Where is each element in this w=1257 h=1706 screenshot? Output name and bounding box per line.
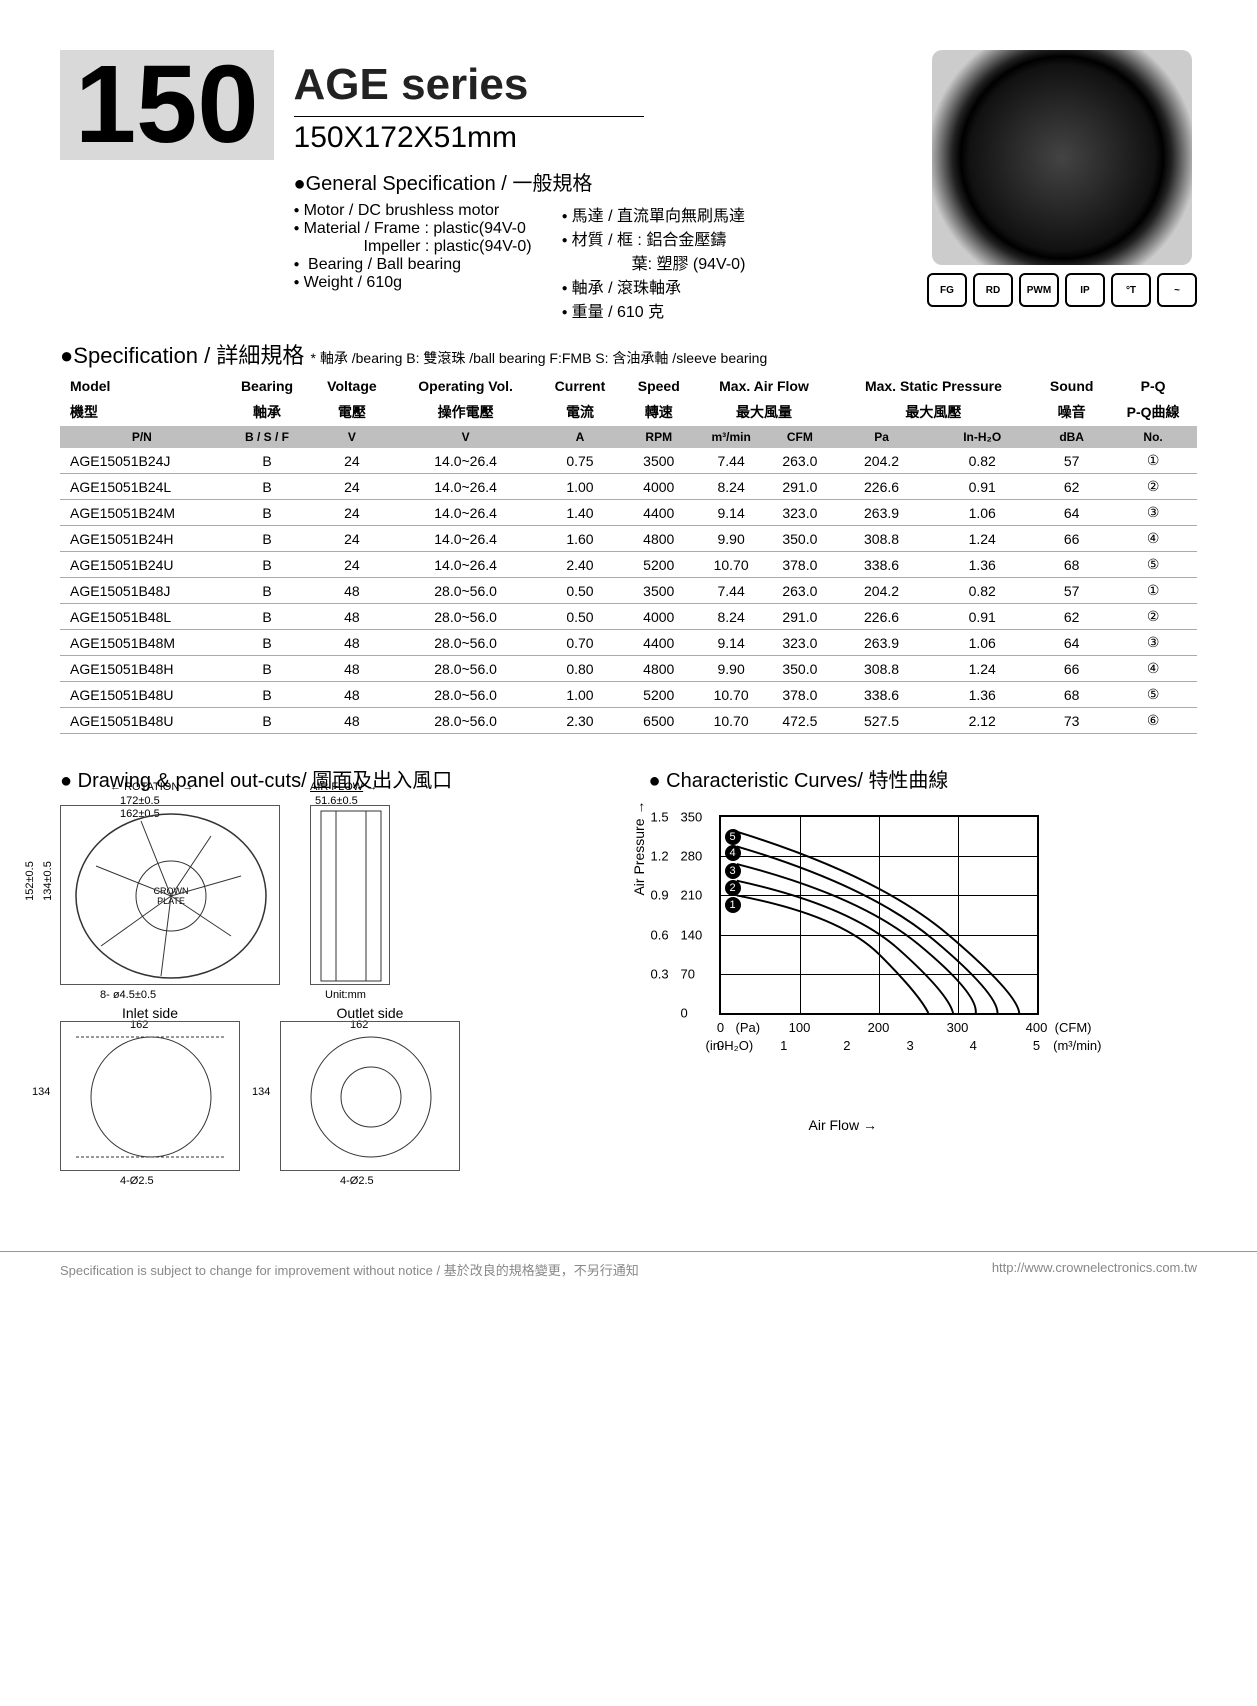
- table-row: AGE15051B24HB2414.0~26.41.6048009.90350.…: [60, 526, 1197, 552]
- feature-icon: RD: [973, 273, 1013, 307]
- spec-table: ModelBearingVoltageOperating Vol.Current…: [60, 374, 1197, 734]
- outlet-label: Outlet side: [280, 1005, 460, 1021]
- table-row: AGE15051B48HB4828.0~56.00.8048009.90350.…: [60, 656, 1197, 682]
- series-title: AGE series: [294, 60, 907, 110]
- spec-header: ●Specification / 詳細規格 * 軸承 /bearing B: 雙…: [60, 338, 1197, 370]
- front-view: CROWN PLATE: [60, 805, 280, 985]
- model-number: 150: [75, 50, 259, 160]
- dimensions: 150X172X51mm: [294, 116, 644, 155]
- airflow-label: AIR FLOW →: [310, 781, 377, 793]
- table-row: AGE15051B48UB4828.0~56.01.00520010.70378…: [60, 682, 1197, 708]
- general-spec-left: Motor / DC brushless motorMaterial / Fra…: [294, 202, 532, 322]
- pq-chart: Air Pressure → 0700.31400.62100.92801.23…: [649, 805, 1059, 1065]
- feature-icon: °T: [1111, 273, 1151, 307]
- fan-image: [932, 50, 1192, 265]
- table-row: AGE15051B24UB2414.0~26.42.40520010.70378…: [60, 552, 1197, 578]
- table-row: AGE15051B24JB2414.0~26.40.7535007.44263.…: [60, 448, 1197, 474]
- footer: Specification is subject to change for i…: [0, 1251, 1257, 1287]
- inlet-cutout: [60, 1021, 240, 1171]
- feature-icon: ~: [1157, 273, 1197, 307]
- table-row: AGE15051B48LB4828.0~56.00.5040008.24291.…: [60, 604, 1197, 630]
- chart-header: ● Characteristic Curves/ 特性曲線: [649, 764, 1198, 793]
- table-row: AGE15051B48UB4828.0~56.02.30650010.70472…: [60, 708, 1197, 734]
- general-spec-right: 馬達 / 直流單向無刷馬達材質 / 框 : 鋁合金壓鑄葉: 塑膠 (94V-0)…: [562, 202, 746, 322]
- table-row: AGE15051B24MB2414.0~26.41.4044009.14323.…: [60, 500, 1197, 526]
- table-row: AGE15051B48JB4828.0~56.00.5035007.44263.…: [60, 578, 1197, 604]
- feature-icon: FG: [927, 273, 967, 307]
- outlet-cutout: [280, 1021, 460, 1171]
- table-row: AGE15051B24LB2414.0~26.41.0040008.24291.…: [60, 474, 1197, 500]
- feature-icon: IP: [1065, 273, 1105, 307]
- side-view: [310, 805, 390, 985]
- inlet-label: Inlet side: [60, 1005, 240, 1021]
- feature-icons: FGRDPWMIP°T~: [927, 273, 1197, 307]
- model-number-box: 150: [60, 50, 274, 160]
- feature-icon: PWM: [1019, 273, 1059, 307]
- general-spec-header: ●General Specification / 一般規格: [294, 167, 907, 196]
- rotation-label: ← ROTATION →: [110, 781, 193, 793]
- table-row: AGE15051B48MB4828.0~56.00.7044009.14323.…: [60, 630, 1197, 656]
